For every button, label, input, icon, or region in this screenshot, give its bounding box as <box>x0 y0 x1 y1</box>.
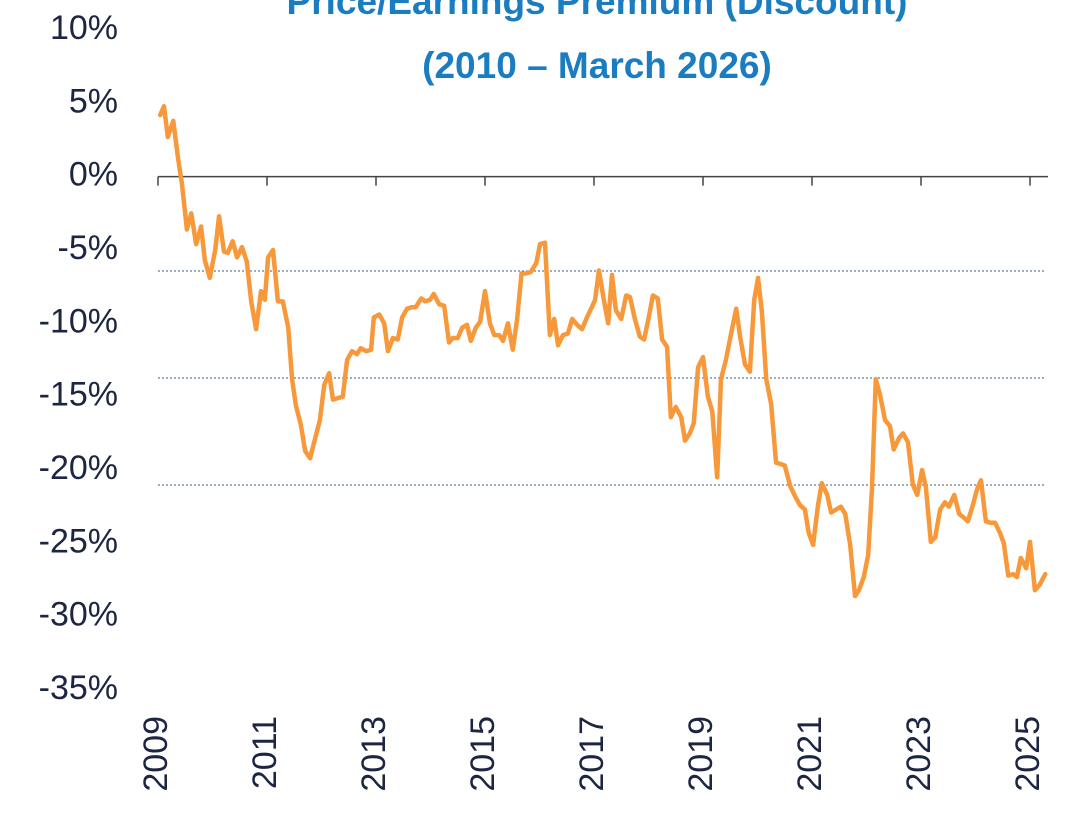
data-line <box>157 104 1048 599</box>
chart-subtitle: (2010 – March 2026) <box>422 45 772 86</box>
x-tick-label: 2011 <box>246 716 284 789</box>
x-tick-label: 2019 <box>682 716 720 792</box>
y-tick-label: 10% <box>50 9 118 47</box>
x-tick-label: 2009 <box>137 716 175 792</box>
x-tick-label: 2021 <box>791 716 829 792</box>
y-tick-label: -35% <box>39 669 118 707</box>
y-tick-label: -30% <box>39 596 118 634</box>
y-tick-label: -25% <box>39 522 118 560</box>
x-tick-label: 2015 <box>464 716 502 792</box>
y-tick-label: 5% <box>69 82 118 120</box>
y-tick-label: -15% <box>39 376 118 414</box>
y-tick-label: -10% <box>39 302 118 340</box>
x-tick-label: 2017 <box>573 716 611 792</box>
y-tick-label: 0% <box>69 156 118 194</box>
x-tick-label: 2025 <box>1009 716 1047 792</box>
x-tick-label: 2023 <box>900 716 938 792</box>
x-tick-label: 2013 <box>355 716 393 792</box>
y-tick-label: -5% <box>58 229 118 267</box>
chart-title: Price/Earnings Premium (Discount) <box>287 0 908 22</box>
y-tick-label: -20% <box>39 449 118 487</box>
